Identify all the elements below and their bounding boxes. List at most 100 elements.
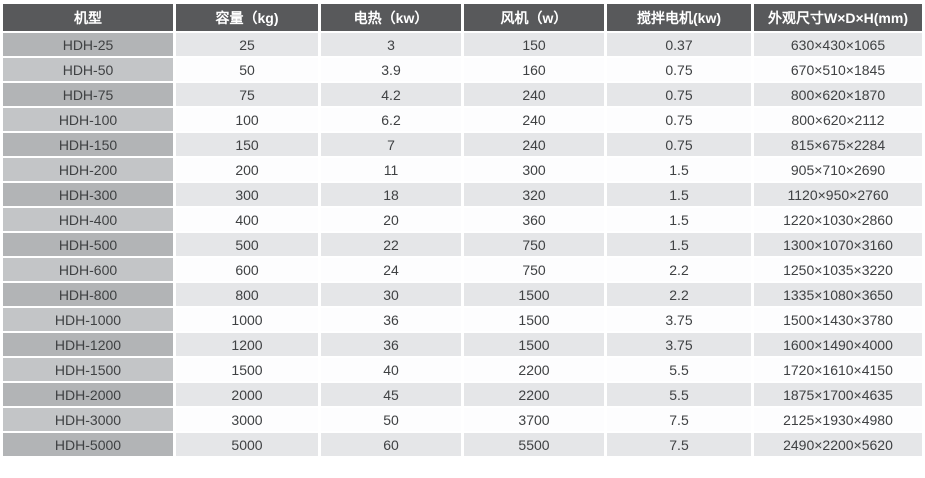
- spec-value-cell: 3000: [176, 408, 318, 431]
- model-cell: HDH-600: [3, 258, 173, 281]
- header-row: 机型 容量（kg) 电热（kw） 风机（w） 搅拌电机(kw) 外观尺寸W×D×…: [3, 4, 922, 31]
- model-cell: HDH-1500: [3, 358, 173, 381]
- spec-value-cell: 2200: [464, 383, 604, 406]
- spec-value-cell: 150: [176, 133, 318, 156]
- spec-value-cell: 75: [176, 83, 318, 106]
- model-cell: HDH-3000: [3, 408, 173, 431]
- spec-value-cell: 20: [321, 208, 461, 231]
- spec-value-cell: 22: [321, 233, 461, 256]
- model-cell: HDH-25: [3, 33, 173, 56]
- spec-value-cell: 1120×950×2760: [754, 183, 922, 206]
- spec-value-cell: 24: [321, 258, 461, 281]
- spec-table-container: 机型 容量（kg) 电热（kw） 风机（w） 搅拌电机(kw) 外观尺寸W×D×…: [0, 2, 925, 458]
- spec-value-cell: 360: [464, 208, 604, 231]
- spec-value-cell: 0.75: [607, 108, 751, 131]
- spec-value-cell: 30: [321, 283, 461, 306]
- table-row: HDH-200 200 11 300 1.5 905×710×2690: [3, 158, 922, 181]
- spec-value-cell: 4.2: [321, 83, 461, 106]
- model-cell: HDH-400: [3, 208, 173, 231]
- spec-value-cell: 7: [321, 133, 461, 156]
- spec-value-cell: 240: [464, 83, 604, 106]
- model-cell: HDH-150: [3, 133, 173, 156]
- spec-value-cell: 3.75: [607, 308, 751, 331]
- spec-value-cell: 50: [176, 58, 318, 81]
- spec-value-cell: 1500: [176, 358, 318, 381]
- col-header-mixing-motor: 搅拌电机(kw): [607, 4, 751, 31]
- spec-value-cell: 1500: [464, 333, 604, 356]
- spec-value-cell: 800: [176, 283, 318, 306]
- spec-value-cell: 1.5: [607, 158, 751, 181]
- spec-value-cell: 905×710×2690: [754, 158, 922, 181]
- spec-value-cell: 100: [176, 108, 318, 131]
- table-row: HDH-1200 1200 36 1500 3.75 1600×1490×4000: [3, 333, 922, 356]
- table-row: HDH-100 100 6.2 240 0.75 800×620×2112: [3, 108, 922, 131]
- spec-value-cell: 3.75: [607, 333, 751, 356]
- spec-value-cell: 1.5: [607, 208, 751, 231]
- spec-table: 机型 容量（kg) 电热（kw） 风机（w） 搅拌电机(kw) 外观尺寸W×D×…: [0, 2, 925, 458]
- spec-value-cell: 800×620×2112: [754, 108, 922, 131]
- spec-value-cell: 200: [176, 158, 318, 181]
- model-cell: HDH-1000: [3, 308, 173, 331]
- spec-value-cell: 5.5: [607, 383, 751, 406]
- spec-value-cell: 1335×1080×3650: [754, 283, 922, 306]
- spec-value-cell: 2000: [176, 383, 318, 406]
- spec-value-cell: 50: [321, 408, 461, 431]
- spec-value-cell: 2125×1930×4980: [754, 408, 922, 431]
- model-cell: HDH-500: [3, 233, 173, 256]
- spec-value-cell: 1300×1070×3160: [754, 233, 922, 256]
- spec-value-cell: 0.75: [607, 58, 751, 81]
- spec-value-cell: 240: [464, 133, 604, 156]
- model-cell: HDH-75: [3, 83, 173, 106]
- model-cell: HDH-800: [3, 283, 173, 306]
- model-cell: HDH-5000: [3, 433, 173, 456]
- col-header-heater-power: 电热（kw）: [321, 4, 461, 31]
- spec-value-cell: 60: [321, 433, 461, 456]
- spec-value-cell: 750: [464, 258, 604, 281]
- spec-value-cell: 600: [176, 258, 318, 281]
- spec-value-cell: 11: [321, 158, 461, 181]
- spec-value-cell: 1250×1035×3220: [754, 258, 922, 281]
- spec-value-cell: 750: [464, 233, 604, 256]
- spec-value-cell: 300: [464, 158, 604, 181]
- spec-value-cell: 45: [321, 383, 461, 406]
- model-cell: HDH-300: [3, 183, 173, 206]
- model-cell: HDH-1200: [3, 333, 173, 356]
- spec-value-cell: 25: [176, 33, 318, 56]
- table-row: HDH-300 300 18 320 1.5 1120×950×2760: [3, 183, 922, 206]
- spec-value-cell: 400: [176, 208, 318, 231]
- spec-value-cell: 1500×1430×3780: [754, 308, 922, 331]
- table-row: HDH-500 500 22 750 1.5 1300×1070×3160: [3, 233, 922, 256]
- spec-value-cell: 0.75: [607, 133, 751, 156]
- spec-value-cell: 18: [321, 183, 461, 206]
- spec-value-cell: 2.2: [607, 258, 751, 281]
- table-row: HDH-800 800 30 1500 2.2 1335×1080×3650: [3, 283, 922, 306]
- table-row: HDH-1500 1500 40 2200 5.5 1720×1610×4150: [3, 358, 922, 381]
- spec-value-cell: 1.5: [607, 233, 751, 256]
- model-cell: HDH-100: [3, 108, 173, 131]
- spec-value-cell: 300: [176, 183, 318, 206]
- spec-value-cell: 40: [321, 358, 461, 381]
- spec-value-cell: 800×620×1870: [754, 83, 922, 106]
- spec-value-cell: 1000: [176, 308, 318, 331]
- spec-value-cell: 3.9: [321, 58, 461, 81]
- spec-value-cell: 3: [321, 33, 461, 56]
- spec-value-cell: 3700: [464, 408, 604, 431]
- table-row: HDH-5000 5000 60 5500 7.5 2490×2200×5620: [3, 433, 922, 456]
- spec-value-cell: 1720×1610×4150: [754, 358, 922, 381]
- col-header-fan-power: 风机（w）: [464, 4, 604, 31]
- spec-value-cell: 0.37: [607, 33, 751, 56]
- col-header-dimensions: 外观尺寸W×D×H(mm): [754, 4, 922, 31]
- spec-value-cell: 5.5: [607, 358, 751, 381]
- spec-table-body: HDH-25 25 3 150 0.37 630×430×1065 HDH-50 50 3.9 1…: [3, 33, 922, 456]
- model-cell: HDH-200: [3, 158, 173, 181]
- spec-value-cell: 5500: [464, 433, 604, 456]
- spec-value-cell: 150: [464, 33, 604, 56]
- table-row: HDH-1000 1000 36 1500 3.75 1500×1430×3780: [3, 308, 922, 331]
- spec-value-cell: 2200: [464, 358, 604, 381]
- spec-value-cell: 500: [176, 233, 318, 256]
- table-row: HDH-25 25 3 150 0.37 630×430×1065: [3, 33, 922, 56]
- table-row: HDH-600 600 24 750 2.2 1250×1035×3220: [3, 258, 922, 281]
- spec-value-cell: 6.2: [321, 108, 461, 131]
- spec-value-cell: 1500: [464, 283, 604, 306]
- spec-value-cell: 670×510×1845: [754, 58, 922, 81]
